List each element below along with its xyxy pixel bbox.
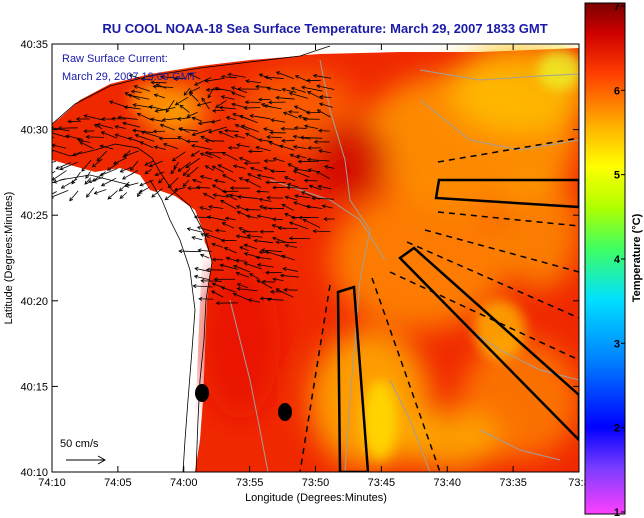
current-scale-label: 50 cm/s [60, 438, 99, 450]
current-scale-arrow [66, 455, 107, 465]
colorbar-tick-label: 5 [614, 170, 620, 182]
current-legend-line-2: March 29, 2007 19:00 GMT [62, 71, 197, 83]
station-marker-2 [278, 403, 292, 421]
x-tick-label: 74:00 [170, 477, 198, 489]
x-tick-label: 73:50 [302, 477, 330, 489]
sst-field [52, 44, 579, 472]
y-tick-label: 40:25 [20, 210, 48, 222]
map-title: RU COOL NOAA-18 Sea Surface Temperature:… [102, 21, 547, 36]
x-axis: 74:10 74:05 74:00 73:55 73:50 73:45 73:40 73:35… [38, 44, 590, 489]
station-marker-1 [195, 384, 209, 402]
transect-box-2 [398, 246, 579, 442]
colorbar-ticks: 7 6 5 4 3 2 1 [614, 1, 625, 518]
colorbar-tick-label: 7 [614, 1, 620, 13]
surface-current-vectors [52, 71, 335, 306]
colorbar-tick-label: 3 [614, 338, 620, 350]
colorbar-tick-label: 4 [614, 254, 621, 266]
colorbar-tick-label: 2 [614, 423, 620, 435]
x-tick-label: 74:05 [104, 477, 132, 489]
x-tick-label: 73:40 [433, 477, 461, 489]
colorbar [584, 2, 626, 515]
y-tick-label: 40:30 [20, 125, 48, 137]
x-tick-label: 73:3 [568, 477, 589, 489]
survey-transects [299, 137, 579, 472]
transect-box-3 [336, 285, 370, 472]
y-tick-label: 40:10 [20, 467, 48, 479]
y-tick-label: 40:35 [20, 39, 48, 51]
map-plot-area: Raw Surface Current: March 29, 2007 19:0… [52, 44, 579, 472]
x-tick-label: 73:35 [499, 477, 527, 489]
y-tick-label: 40:15 [20, 381, 48, 393]
colorbar-label: Temperature (°C) [631, 213, 643, 302]
x-axis-label: Longitude (Degrees:Minutes) [245, 492, 387, 504]
current-legend-line-1: Raw Surface Current: [62, 53, 168, 65]
colorbar-tick-label: 6 [614, 85, 620, 97]
x-tick-label: 74:10 [38, 477, 66, 489]
x-tick-label: 73:55 [236, 477, 264, 489]
transect-box-1 [434, 178, 579, 209]
y-axis: 40:35 40:30 40:25 40:20 40:15 40:10 [20, 39, 579, 479]
y-axis-label: Latitude (Degrees:Minutes) [3, 192, 15, 325]
colorbar-tick-label: 1 [614, 507, 620, 518]
x-tick-label: 73:45 [368, 477, 396, 489]
y-tick-label: 40:20 [20, 296, 48, 308]
